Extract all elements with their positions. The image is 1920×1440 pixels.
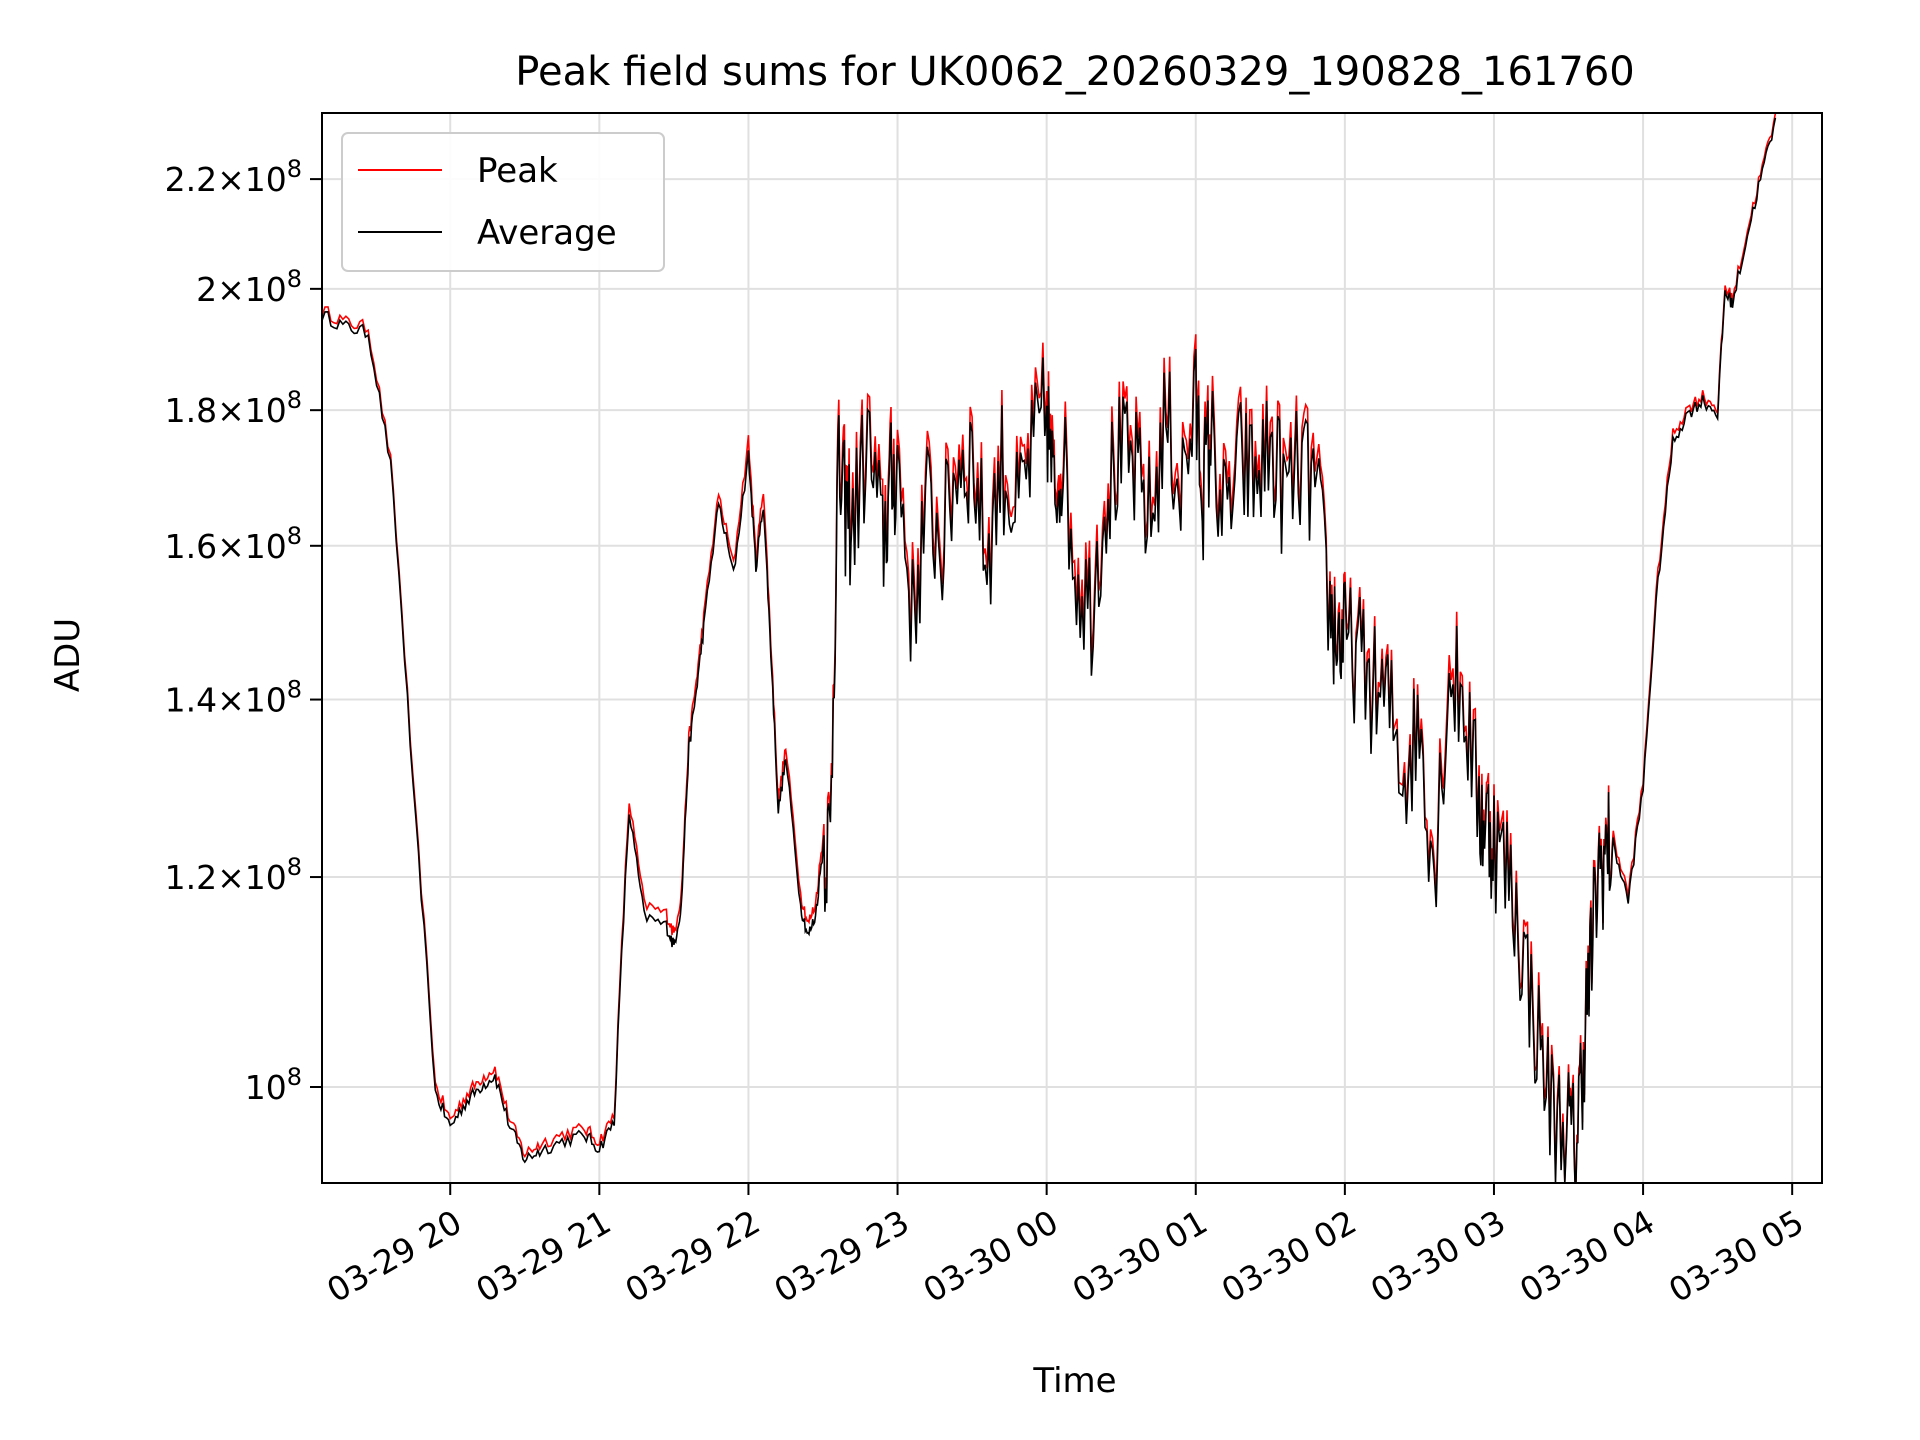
- y-tick-label: 1.8×108: [165, 386, 302, 430]
- plot-frame: [321, 112, 1823, 1184]
- legend: Peak Average: [341, 132, 665, 272]
- y-tick-label: 1.2×108: [165, 853, 302, 897]
- legend-label-peak: Peak: [477, 151, 558, 191]
- legend-box: [341, 132, 665, 272]
- y-tick-label: 1.4×108: [165, 676, 302, 720]
- y-tick-label: 2.2×108: [165, 155, 302, 199]
- series-line-average: [321, 117, 1777, 1184]
- y-tick-label: 1.6×108: [165, 522, 302, 566]
- y-axis-label: ADU: [48, 618, 88, 692]
- y-tick-label: 108: [245, 1063, 302, 1107]
- x-axis-label: Time: [1032, 1361, 1116, 1401]
- y-tick-label: 2×108: [196, 265, 302, 309]
- plot-lines: [321, 113, 1777, 1184]
- legend-label-average: Average: [477, 213, 617, 253]
- chart-title: Peak field sums for UK0062_20260329_1908…: [515, 49, 1634, 95]
